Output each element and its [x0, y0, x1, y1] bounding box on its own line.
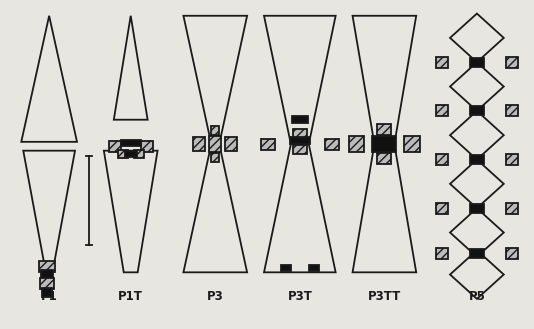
Bar: [436, 105, 448, 116]
Bar: [436, 57, 448, 68]
Bar: [293, 145, 307, 154]
Bar: [506, 154, 517, 165]
Bar: [290, 138, 310, 144]
Text: P1: P1: [41, 290, 58, 303]
Bar: [349, 136, 365, 152]
Bar: [118, 150, 128, 159]
Bar: [293, 129, 307, 138]
Bar: [470, 107, 484, 115]
Bar: [470, 155, 484, 164]
Bar: [281, 265, 291, 271]
Bar: [193, 138, 205, 151]
Bar: [325, 139, 339, 150]
Bar: [506, 105, 517, 116]
Bar: [506, 203, 517, 214]
Bar: [436, 154, 448, 165]
Bar: [470, 58, 484, 67]
Bar: [225, 138, 237, 151]
Bar: [209, 136, 221, 152]
Bar: [121, 139, 140, 146]
Bar: [39, 261, 55, 272]
Bar: [506, 248, 517, 259]
Bar: [309, 265, 319, 271]
Bar: [40, 278, 54, 289]
Bar: [372, 136, 396, 152]
Bar: [436, 203, 448, 214]
Bar: [210, 145, 220, 152]
Text: P1T: P1T: [118, 290, 143, 303]
Bar: [211, 126, 219, 135]
Bar: [470, 204, 484, 213]
Bar: [506, 57, 517, 68]
Bar: [211, 153, 219, 162]
Bar: [140, 141, 153, 152]
Bar: [378, 153, 391, 164]
Bar: [134, 150, 144, 159]
Bar: [378, 124, 391, 135]
Text: P5: P5: [468, 290, 485, 303]
Text: P3: P3: [207, 290, 224, 303]
Bar: [470, 249, 484, 258]
Bar: [292, 116, 308, 123]
Text: P3TT: P3TT: [368, 290, 401, 303]
Bar: [41, 270, 53, 279]
Bar: [42, 288, 52, 297]
Bar: [125, 151, 137, 157]
Bar: [404, 136, 420, 152]
Bar: [109, 141, 121, 152]
Bar: [436, 248, 448, 259]
Text: P3T: P3T: [287, 290, 312, 303]
Bar: [210, 136, 220, 143]
Bar: [261, 139, 275, 150]
